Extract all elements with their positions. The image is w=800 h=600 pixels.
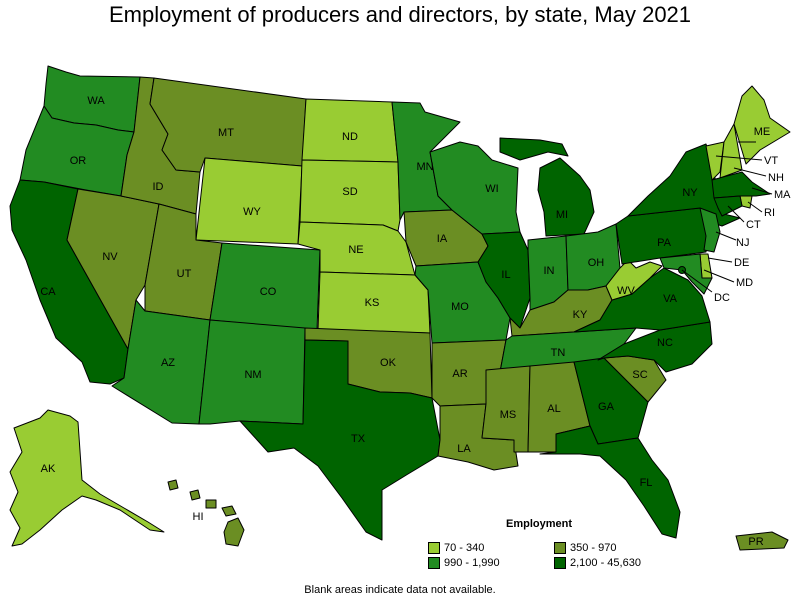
label-ar: AR <box>452 368 467 380</box>
legend-title: Employment <box>506 518 573 530</box>
state-md[interactable] <box>659 253 713 295</box>
label-de: DE <box>734 257 749 269</box>
label-dc: DC <box>714 292 730 304</box>
label-ri: RI <box>764 207 775 219</box>
footnote: Blank areas indicate data not available. <box>304 584 496 596</box>
label-wa: WA <box>87 95 105 107</box>
state-wi[interactable] <box>429 141 521 235</box>
label-ms: MS <box>500 409 517 421</box>
label-ny: NY <box>682 187 698 199</box>
label-mo: MO <box>451 301 469 313</box>
label-il: IL <box>501 269 510 281</box>
state-vt[interactable] <box>705 141 725 181</box>
label-mi: MI <box>556 209 568 221</box>
label-ct: CT <box>746 219 761 231</box>
label-fl: FL <box>640 477 653 489</box>
label-nv: NV <box>102 251 118 263</box>
label-nm: NM <box>244 369 261 381</box>
legend-swatch-3 <box>428 557 440 569</box>
label-wy: WY <box>243 206 261 218</box>
label-in: IN <box>544 265 555 277</box>
label-sd: SD <box>342 186 357 198</box>
label-ak: AK <box>41 463 56 475</box>
state-tx[interactable] <box>239 339 441 541</box>
label-tx: TX <box>351 433 366 445</box>
label-nh: NH <box>768 172 784 184</box>
label-al: AL <box>547 403 560 415</box>
legend-label-2: 350 - 970 <box>570 542 617 554</box>
legend-label-4: 2,100 - 45,630 <box>570 557 641 569</box>
label-ks: KS <box>365 297 380 309</box>
label-pr: PR <box>748 536 763 548</box>
label-id: ID <box>153 181 164 193</box>
label-co: CO <box>260 286 277 298</box>
state-nj[interactable] <box>699 207 721 253</box>
state-mi[interactable] <box>499 137 595 237</box>
label-ok: OK <box>380 357 397 369</box>
label-wi: WI <box>485 183 498 195</box>
label-la: LA <box>457 443 471 455</box>
legend-item-1: 70 - 340 <box>428 542 484 554</box>
legend-item-3: 990 - 1,990 <box>428 557 500 569</box>
state-ak[interactable] <box>9 409 165 547</box>
label-ca: CA <box>40 286 56 298</box>
legend-item-4: 2,100 - 45,630 <box>554 557 641 569</box>
label-ky: KY <box>573 309 588 321</box>
label-az: AZ <box>161 357 175 369</box>
legend-item-2: 350 - 970 <box>554 542 616 554</box>
legend-label-3: 990 - 1,990 <box>444 557 500 569</box>
label-ut: UT <box>177 268 192 280</box>
label-hi: HI <box>193 511 204 523</box>
label-nd: ND <box>342 131 358 143</box>
callout-lines <box>681 141 773 293</box>
state-mt[interactable] <box>149 77 307 173</box>
legend-swatch-1 <box>428 542 440 554</box>
label-mt: MT <box>218 127 234 139</box>
legend-label-1: 70 - 340 <box>444 542 485 554</box>
state-me[interactable] <box>733 85 791 165</box>
label-ma: MA <box>774 189 791 201</box>
label-pa: PA <box>657 237 672 249</box>
label-ia: IA <box>437 233 448 245</box>
state-pr[interactable] <box>735 531 789 551</box>
label-wv: WV <box>617 285 635 297</box>
state-wy[interactable] <box>195 157 303 245</box>
label-or: OR <box>70 155 87 167</box>
map-title: Employment of producers and directors, b… <box>108 2 692 27</box>
label-sc: SC <box>632 369 647 381</box>
label-nj: NJ <box>736 237 749 249</box>
label-md: MD <box>736 277 753 289</box>
state-nc[interactable] <box>597 321 713 373</box>
label-me: ME <box>754 126 771 138</box>
label-ne: NE <box>348 244 363 256</box>
state-labels: WA OR CA NV ID MT WY UT AZ CO NM ND SD N… <box>40 95 791 548</box>
label-oh: OH <box>588 257 605 269</box>
legend-swatch-2 <box>554 542 566 554</box>
label-mn: MN <box>416 161 433 173</box>
legend-swatch-4 <box>554 557 566 569</box>
label-va: VA <box>663 293 678 305</box>
state-fl[interactable] <box>539 425 681 539</box>
label-vt: VT <box>764 155 778 167</box>
state-hi[interactable] <box>167 479 245 547</box>
label-nc: NC <box>657 337 673 349</box>
state-ks[interactable] <box>317 271 431 334</box>
label-ga: GA <box>598 401 615 413</box>
label-tn: TN <box>551 347 566 359</box>
